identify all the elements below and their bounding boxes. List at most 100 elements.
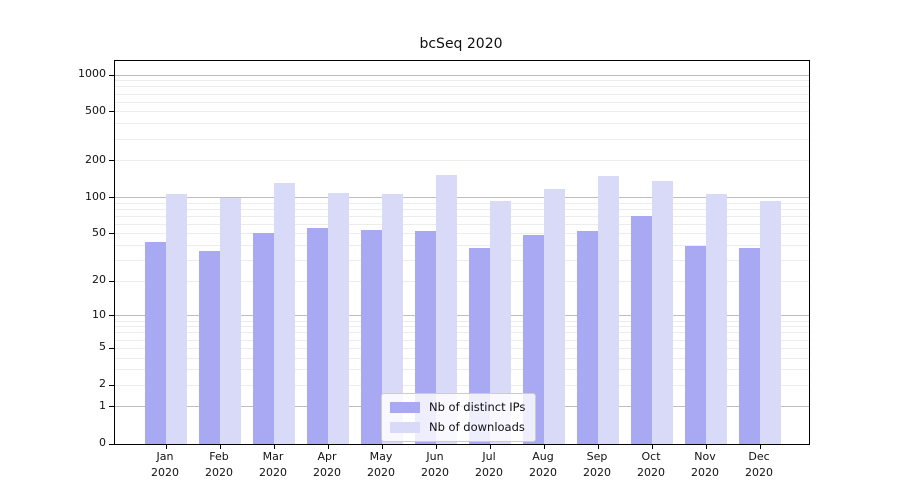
- x-tick-label: Sep 2020: [583, 450, 611, 479]
- minor-gridline: [115, 280, 809, 282]
- legend-item-distinct-ips: Nb of distinct IPs: [390, 400, 525, 414]
- legend-label-downloads: Nb of downloads: [429, 420, 525, 434]
- y-tick-mark: [109, 280, 115, 282]
- minor-gridline: [115, 260, 809, 262]
- x-tick-label: Aug 2020: [529, 450, 557, 479]
- y-tick-label: 0: [99, 436, 106, 449]
- bar-downloads: [382, 194, 403, 444]
- minor-gridline: [115, 138, 809, 140]
- y-tick-label: 5: [99, 340, 106, 354]
- x-tick-label: Jul 2020: [475, 450, 503, 479]
- major-gridline: [115, 74, 809, 76]
- bar-distinct-ips: [631, 215, 652, 444]
- x-tick-mark: [705, 444, 707, 449]
- minor-gridline: [115, 347, 809, 349]
- bar-downloads: [598, 176, 619, 444]
- y-tick-label: 1: [99, 398, 106, 412]
- y-tick-mark: [109, 384, 115, 386]
- legend-item-downloads: Nb of downloads: [390, 420, 525, 434]
- minor-gridline: [115, 326, 809, 328]
- y-tick-label: 100: [85, 189, 106, 203]
- minor-gridline: [115, 233, 809, 235]
- bar-downloads: [652, 181, 673, 444]
- bar-distinct-ips: [307, 228, 328, 444]
- minor-gridline: [115, 245, 809, 247]
- bar-downloads: [544, 189, 565, 444]
- minor-gridline: [115, 369, 809, 371]
- x-tick-mark: [327, 444, 329, 449]
- y-tick-mark: [109, 233, 115, 235]
- bar-downloads: [328, 192, 349, 444]
- x-tick-label: Feb 2020: [205, 450, 233, 479]
- minor-gridline: [115, 384, 809, 386]
- minor-gridline: [115, 123, 809, 125]
- minor-gridline: [115, 223, 809, 225]
- bar-downloads: [490, 201, 511, 444]
- x-tick-mark: [543, 444, 545, 449]
- y-tick-label: 10: [92, 307, 106, 321]
- minor-gridline: [115, 86, 809, 88]
- x-tick-label: Nov 2020: [691, 450, 719, 479]
- bar-distinct-ips: [253, 232, 274, 444]
- x-tick-label: Oct 2020: [637, 450, 665, 479]
- bar-distinct-ips: [199, 251, 220, 444]
- plot-area: Nb of distinct IPs Nb of downloads: [109, 60, 810, 449]
- y-tick-mark: [109, 443, 115, 445]
- minor-gridline: [115, 160, 809, 162]
- y-tick-mark: [109, 315, 115, 317]
- bar-distinct-ips: [415, 230, 436, 444]
- chart-title: bcSeq 2020: [419, 36, 503, 52]
- bar-downloads: [274, 182, 295, 444]
- x-tick-mark: [381, 444, 383, 449]
- y-tick-mark: [109, 74, 115, 76]
- bar-distinct-ips: [577, 230, 598, 444]
- y-tick-mark: [109, 160, 115, 162]
- y-tick-mark: [109, 111, 115, 113]
- x-tick-label: May 2020: [367, 450, 395, 479]
- minor-gridline: [115, 332, 809, 334]
- bar-downloads: [436, 174, 457, 444]
- y-tick-label: 2: [99, 377, 106, 391]
- x-tick-mark: [651, 444, 653, 449]
- y-tick-label: 1000: [78, 67, 106, 80]
- bar-downloads: [220, 197, 241, 444]
- y-tick-label: 500: [85, 103, 106, 117]
- minor-gridline: [115, 320, 809, 322]
- y-tick-mark: [109, 197, 115, 198]
- y-tick-label: 20: [92, 273, 106, 287]
- x-tick-mark: [273, 444, 275, 449]
- minor-gridline: [115, 101, 809, 103]
- bar-distinct-ips: [145, 241, 166, 444]
- minor-gridline: [115, 93, 809, 95]
- x-tick-mark: [219, 444, 221, 449]
- major-gridline: [115, 197, 809, 198]
- y-tick-label: 50: [92, 225, 106, 239]
- x-tick-label: Jun 2020: [421, 450, 449, 479]
- minor-gridline: [115, 80, 809, 82]
- minor-gridline: [115, 202, 809, 204]
- bar-distinct-ips: [685, 245, 706, 444]
- bar-distinct-ips: [739, 248, 760, 444]
- bar-downloads: [166, 194, 187, 444]
- bar-downloads: [760, 201, 781, 444]
- minor-gridline: [115, 111, 809, 113]
- y-tick-mark: [109, 406, 115, 408]
- major-gridline: [115, 315, 809, 317]
- x-tick-mark: [489, 444, 491, 449]
- bar-downloads: [706, 194, 727, 444]
- minor-gridline: [115, 215, 809, 217]
- x-tick-mark: [435, 444, 437, 449]
- legend-swatch-downloads: [390, 421, 420, 433]
- x-tick-label: Dec 2020: [745, 450, 773, 479]
- bar-distinct-ips: [361, 229, 382, 444]
- minor-gridline: [115, 357, 809, 359]
- y-tick-label: 200: [85, 152, 106, 166]
- legend-swatch-distinct-ips: [390, 401, 420, 413]
- x-tick-mark: [597, 444, 599, 449]
- minor-gridline: [115, 339, 809, 341]
- x-tick-label: Mar 2020: [259, 450, 287, 479]
- bar-distinct-ips: [523, 235, 544, 444]
- legend-label-distinct-ips: Nb of distinct IPs: [429, 400, 526, 414]
- x-tick-mark: [165, 444, 167, 449]
